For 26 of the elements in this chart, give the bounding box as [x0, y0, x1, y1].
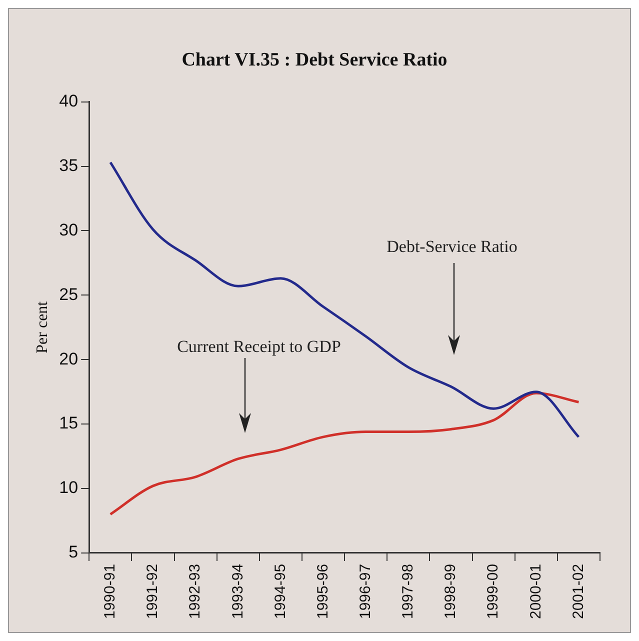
y-tick-label: 20: [59, 349, 78, 368]
y-tick-label: 30: [59, 220, 78, 240]
y-axis-title: Per cent: [34, 300, 51, 354]
chart-title: Chart VI.35 : Debt Service Ratio: [182, 49, 448, 70]
annotation: Debt-Service Ratio: [386, 237, 518, 257]
x-tick-label: 1996-97: [356, 564, 374, 620]
x-tick-label: 1998-99: [442, 564, 460, 620]
x-tick-label: 1991-92: [144, 564, 162, 620]
y-tick-label: 5: [68, 542, 78, 562]
x-tick-label: 1999-00: [484, 564, 502, 620]
y-tick-label: 15: [59, 414, 78, 433]
y-tick-label: 25: [59, 284, 78, 304]
y-tick-label: 35: [59, 156, 78, 175]
y-tick-label: 40: [59, 91, 78, 110]
x-tick-label: 1992-93: [186, 564, 204, 620]
x-tick-label: 1997-98: [400, 564, 417, 620]
x-tick-label: 1993-94: [229, 564, 246, 620]
y-tick-label: 10: [59, 478, 78, 498]
line-series: [109, 161, 580, 438]
x-tick-label: 1994-95: [272, 564, 289, 620]
x-tick-label: 1995-96: [314, 564, 332, 620]
line-series: [109, 392, 580, 516]
x-tick-label: 2001-02: [570, 564, 587, 620]
x-tick-label: 2000-01: [527, 564, 544, 620]
x-tick-label: 1990-91: [102, 564, 119, 620]
annotation: Current Receipt to GDP: [177, 337, 341, 357]
